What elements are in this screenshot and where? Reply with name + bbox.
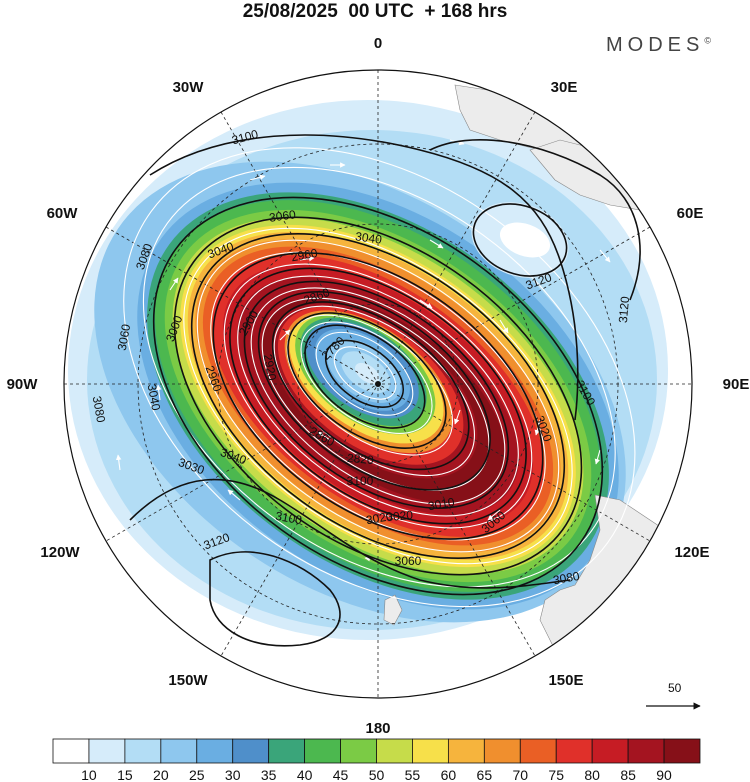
colorbar-swatch	[160, 738, 198, 764]
contour-label: 3020	[386, 508, 414, 524]
colorbar-swatch	[663, 738, 701, 764]
lon-30w-label: 30W	[173, 79, 205, 96]
colorbar-tick-label: 30	[225, 767, 241, 782]
lon-60w-label: 60W	[47, 205, 79, 222]
colorbar-tick-label: 85	[620, 767, 636, 782]
colorbar-swatch	[555, 738, 593, 764]
lon-150w-label: 150W	[168, 672, 208, 689]
contour-label: 2920	[261, 353, 279, 382]
colorbar-tick-label: 75	[548, 767, 564, 782]
colorbar-swatch	[519, 738, 557, 764]
colorbar-tick-label: 45	[333, 767, 349, 782]
lon-180-label: 180	[365, 720, 390, 737]
brand-text: MODES	[606, 34, 705, 56]
colorbar-tick-label: 80	[584, 767, 600, 782]
geopotential-contours	[129, 134, 641, 647]
colorbar-swatch	[124, 738, 162, 764]
colorbar-swatch	[196, 738, 234, 764]
lon-60e-label: 60E	[677, 205, 704, 222]
colorbar-swatch	[376, 738, 413, 764]
lon-90w-label: 90W	[7, 376, 39, 393]
contour-label: 3100	[274, 509, 303, 527]
colorbar-swatch	[412, 738, 449, 764]
contour-label: 3120	[616, 295, 632, 323]
colorbar-tick-label: 70	[512, 767, 528, 782]
colorbar-swatch	[627, 738, 665, 764]
colorbar-swatch	[447, 738, 485, 764]
copyright-mark: ©	[704, 35, 711, 46]
colorbar-tick-label: 35	[261, 767, 277, 782]
colorbar-tick-label: 25	[189, 767, 205, 782]
map-title: 25/08/2025 00 UTC + 168 hrs	[242, 1, 508, 22]
colorbar-tick-label: 55	[405, 767, 421, 782]
colorbar-tick-label: 60	[441, 767, 457, 782]
contour-label: 3060	[115, 323, 133, 352]
wind-reference-value: 50	[668, 681, 682, 695]
colorbar-tick-label: 90	[656, 767, 672, 782]
lon-30e-label: 30E	[551, 79, 578, 96]
colorbar-swatch	[483, 738, 521, 764]
contour-label: 2820	[346, 451, 374, 467]
wind-reference-vector: 50	[646, 681, 701, 710]
colorbar-swatch	[340, 738, 377, 764]
colorbar-tick-label: 40	[297, 767, 313, 782]
colorbar-tick-label: 15	[117, 767, 133, 782]
brand-logo: MODES©	[606, 34, 711, 57]
contour-label: 3100	[230, 127, 260, 148]
longitude-labels: 0 30E 60E 90E 120E 150E 180 150W 120W 90W 60W 30W	[7, 35, 750, 737]
contour-label: 3080	[552, 569, 581, 587]
colorbar-tick-label: 10	[81, 767, 97, 782]
wind-speed-field	[64, 70, 692, 698]
colorbar-tick-label: 65	[477, 767, 493, 782]
contour-label: 3060	[395, 554, 422, 568]
map-boundary	[63, 69, 693, 699]
contour-label: 3060	[268, 207, 297, 225]
contour-label: 3100	[347, 474, 374, 488]
wind-streamlines	[123, 147, 636, 608]
contour-label: 3020	[365, 509, 394, 527]
wind-arrow-markers	[115, 139, 611, 609]
contour-label: 3010	[427, 495, 456, 513]
colorbar-swatch	[591, 738, 629, 764]
lon-120w-label: 120W	[40, 544, 80, 561]
colorbar: 10 15 20 25 30 35 40 45 50 55 60 65 70 75 80 85 90	[52, 738, 701, 782]
colorbar-tick-label: 20	[153, 767, 169, 782]
contour-label: 2960	[290, 246, 319, 264]
colorbar-swatch	[304, 738, 341, 764]
lon-150e-label: 150E	[548, 672, 583, 689]
colorbar-swatch	[232, 738, 270, 764]
lon-0-label: 0	[374, 35, 382, 52]
colorbar-swatch	[88, 738, 126, 764]
contour-label: 3080	[90, 395, 108, 424]
contour-label: 3040	[145, 383, 163, 412]
lon-120e-label: 120E	[674, 544, 709, 561]
colorbar-swatch	[52, 738, 90, 764]
lon-90e-label: 90E	[723, 376, 750, 393]
contour-label: 3040	[354, 229, 383, 247]
colorbar-swatch	[268, 738, 306, 764]
colorbar-tick-label: 50	[369, 767, 385, 782]
